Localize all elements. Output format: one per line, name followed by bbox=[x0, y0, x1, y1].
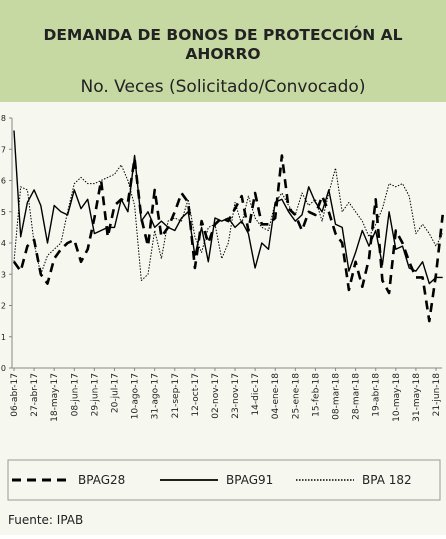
y-tick-label: 7 bbox=[1, 145, 6, 154]
y-tick-label: 8 bbox=[1, 114, 6, 123]
chart-subtitle: No. Veces (Solicitado/Convocado) bbox=[81, 77, 366, 97]
y-tick-label: 2 bbox=[1, 302, 6, 311]
x-tick-label: 25-ene-18 bbox=[291, 373, 301, 419]
x-tick-label: 04-ene-18 bbox=[271, 373, 281, 419]
legend-label: BPAG91 bbox=[226, 473, 273, 487]
header-band bbox=[0, 0, 446, 102]
series-line bbox=[12, 154, 444, 323]
x-tick-label: 19-abr-18 bbox=[372, 373, 382, 417]
x-tick-label: 28-mar-18 bbox=[352, 373, 362, 420]
x-tick-label: 14-dic-17 bbox=[251, 373, 261, 416]
x-tick-label: 20-jul-17 bbox=[110, 373, 120, 413]
x-tick-label: 31-may-18 bbox=[412, 373, 422, 422]
source-note: Fuente: IPAB bbox=[8, 513, 83, 527]
y-tick-label: 0 bbox=[1, 364, 6, 373]
legend-box bbox=[7, 459, 441, 501]
x-tick-label: 31-ago-17 bbox=[151, 373, 161, 419]
x-tick-label: 18-may-17 bbox=[50, 373, 60, 422]
x-tick-label: 23-nov-17 bbox=[231, 373, 241, 419]
x-tick-label: 12-oct-17 bbox=[191, 373, 201, 417]
x-tick-label: 29-jun-17 bbox=[90, 373, 100, 416]
x-tick-label: 08-mar-18 bbox=[332, 373, 342, 420]
x-tick-label: 15-feb-18 bbox=[311, 373, 321, 417]
legend-label: BPAG28 bbox=[78, 473, 125, 487]
x-tick-label: 27-abr-17 bbox=[30, 373, 40, 417]
x-tick-label: 06-abr-17 bbox=[10, 373, 20, 417]
series-line bbox=[13, 130, 443, 285]
y-tick-label: 4 bbox=[1, 239, 6, 248]
legend-label: BPA 182 bbox=[362, 473, 412, 487]
y-tick-label: 5 bbox=[1, 208, 6, 217]
chart-title: DEMANDA DE BONOS DE PROTECCIÓN AL AHORRO bbox=[43, 25, 402, 63]
title-line: AHORRO bbox=[185, 45, 260, 63]
y-tick-label: 3 bbox=[1, 270, 6, 279]
series-line bbox=[13, 164, 444, 281]
x-tick-label: 21-jun-18 bbox=[432, 373, 442, 417]
x-tick-label: 02-nov-17 bbox=[211, 373, 221, 419]
x-tick-label: 10-may-18 bbox=[392, 373, 402, 422]
y-tick-label: 1 bbox=[1, 333, 6, 342]
x-tick-label: 21-sep-17 bbox=[171, 373, 181, 418]
x-tick-label: 10-ago-17 bbox=[131, 373, 141, 419]
y-tick-label: 6 bbox=[1, 177, 6, 186]
title-line: DEMANDA DE BONOS DE PROTECCIÓN AL bbox=[43, 25, 402, 44]
x-tick-label: 08-jun-17 bbox=[70, 373, 80, 416]
